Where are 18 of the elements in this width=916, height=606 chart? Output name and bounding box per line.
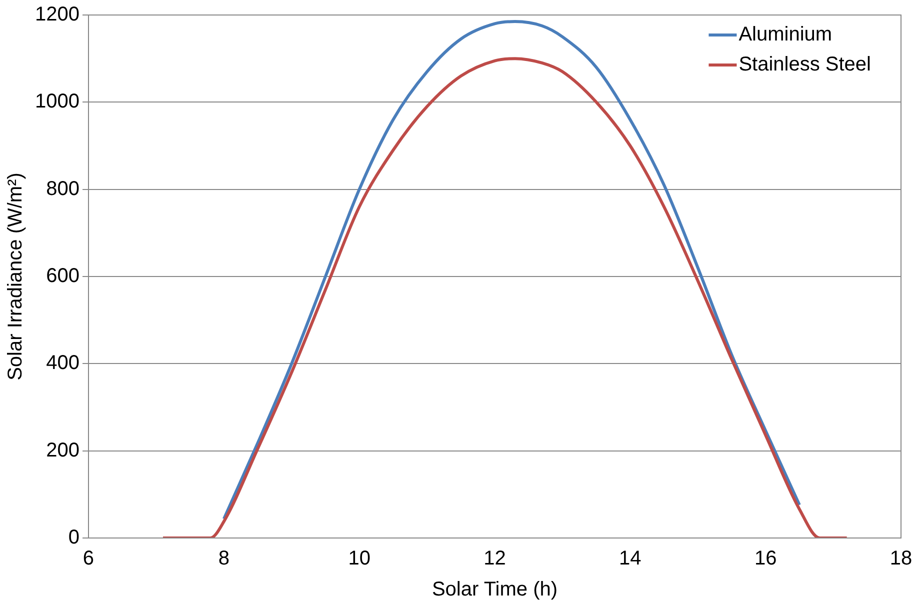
y-axis-title: Solar Irradiance (W/m²) — [4, 172, 27, 380]
legend-label: Aluminium — [738, 24, 832, 46]
y-tick-label: 600 — [46, 265, 80, 288]
x-tick-label: 10 — [348, 548, 370, 570]
x-tick-label: 18 — [890, 548, 912, 570]
y-tick-label: 1200 — [34, 4, 80, 26]
x-tick-label: 8 — [218, 548, 230, 570]
x-tick-label: 12 — [484, 548, 506, 570]
x-tick-label: 6 — [82, 548, 94, 570]
y-tick-label: 800 — [46, 178, 80, 200]
legend-label: Stainless Steel — [738, 54, 871, 76]
x-tick-label: 16 — [754, 548, 777, 570]
x-axis-title: Solar Time (h) — [432, 578, 558, 601]
y-tick-label: 200 — [46, 439, 80, 462]
y-tick-label: 400 — [46, 352, 80, 374]
y-tick-label: 1000 — [34, 90, 80, 113]
x-tick-label: 14 — [619, 548, 642, 570]
y-tick-label: 0 — [68, 526, 80, 549]
